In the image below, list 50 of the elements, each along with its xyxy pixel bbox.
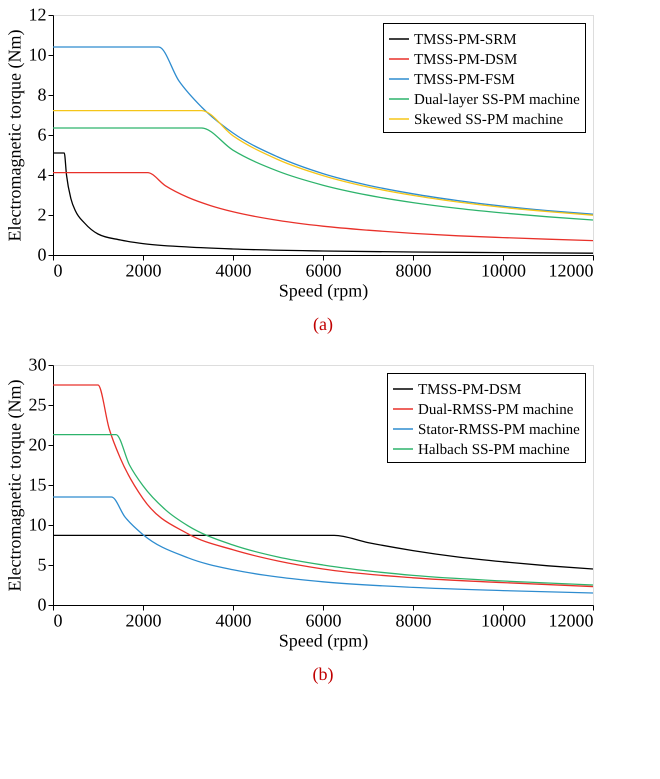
x-tick-label: 2000 [126, 610, 162, 630]
text: (b) [312, 664, 334, 684]
y-tick-label: 2 [38, 204, 46, 224]
x-tick-label: 0 [54, 260, 62, 280]
legend-label: Dual-layer SS-PM machine [414, 92, 580, 108]
y-tick-label: 10 [28, 44, 46, 64]
y-tick-label: 20 [28, 434, 46, 454]
legend-label: Dual-RMSS-PM machine [418, 402, 574, 418]
y-tick-label: 0 [38, 244, 46, 264]
legend-label: Halbach SS-PM machine [418, 442, 570, 458]
x-tick-label: 6000 [306, 260, 342, 280]
y-tick-label: 25 [28, 394, 46, 414]
line-series [52, 110, 594, 216]
line-series [52, 127, 594, 221]
y-tick-label: 5 [38, 554, 46, 574]
y-tick-label: 10 [28, 514, 46, 534]
legend-label: Skewed SS-PM machine [414, 112, 564, 128]
x-tick-label: 10000 [481, 610, 526, 630]
x-axis-title: Speed (rpm) [278, 280, 368, 300]
y-tick-label: 15 [28, 474, 46, 494]
x-tick-label: 12000 [548, 610, 594, 630]
line-series [52, 46, 594, 215]
y-tick-label: 0 [38, 594, 46, 614]
line-series [52, 384, 594, 588]
line-series [52, 172, 594, 242]
x-tick-label: 2000 [126, 260, 162, 280]
x-tick-label: 10000 [481, 260, 526, 280]
x-tick-label: 6000 [306, 610, 342, 630]
y-axis-title: Electromagnetic torque (Nm) [4, 30, 24, 242]
x-tick-label: 4000 [216, 610, 252, 630]
legend-label: TMSS-PM-DSM [418, 382, 522, 398]
y-tick-label: 8 [38, 84, 46, 104]
legend-label: Stator-RMSS-PM machine [418, 422, 580, 438]
legend-label: TMSS-PM-FSM [414, 72, 515, 88]
line-series [52, 434, 594, 586]
y-tick-label: 4 [38, 164, 46, 184]
text: (a) [313, 314, 333, 334]
x-tick-label: 12000 [548, 260, 594, 280]
x-axis-title: Speed (rpm) [278, 630, 368, 650]
y-axis-title: Electromagnetic torque (Nm) [4, 380, 24, 592]
x-tick-label: 0 [54, 610, 62, 630]
y-tick-label: 12 [28, 4, 46, 24]
x-tick-label: 4000 [216, 260, 252, 280]
x-tick-label: 8000 [396, 260, 432, 280]
line-series [52, 496, 594, 594]
y-tick-label: 30 [28, 354, 46, 374]
legend-label: TMSS-PM-DSM [414, 52, 518, 68]
y-tick-label: 6 [38, 124, 46, 144]
x-tick-label: 8000 [396, 610, 432, 630]
legend-label: TMSS-PM-SRM [414, 32, 517, 48]
